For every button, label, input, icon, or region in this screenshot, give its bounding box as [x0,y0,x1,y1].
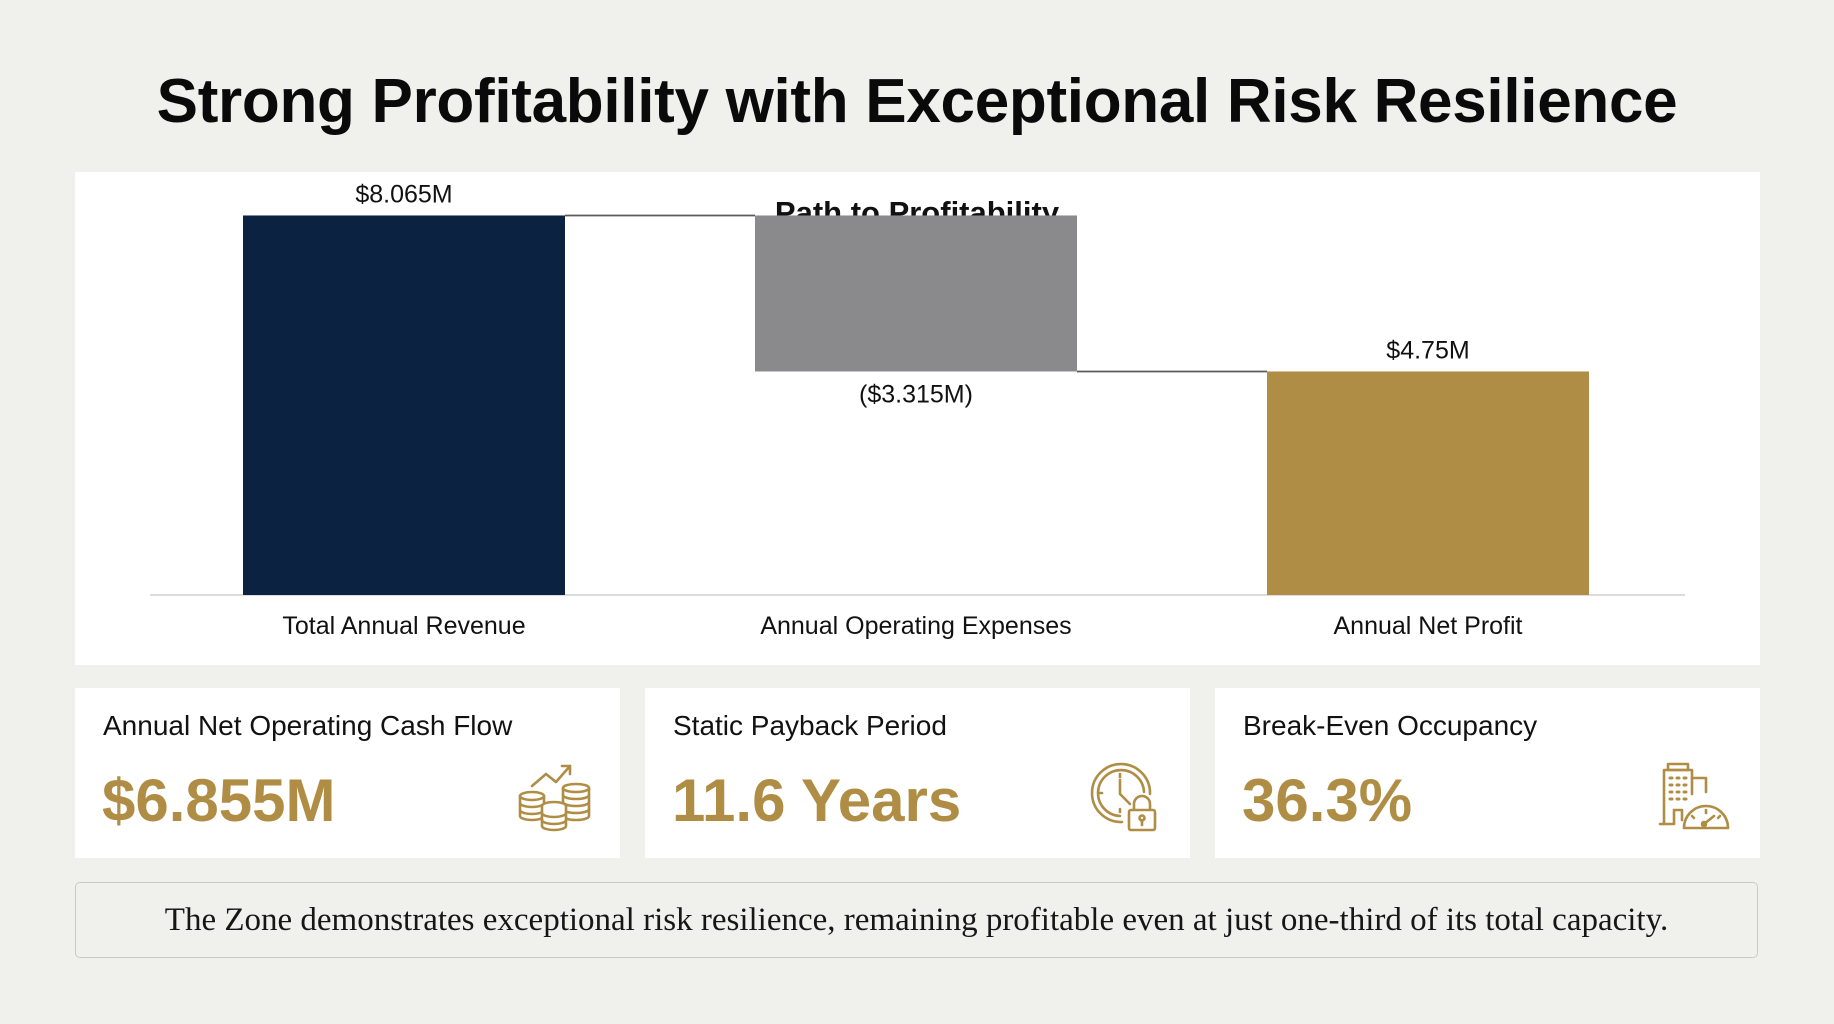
kpi-value: $6.855M [102,767,336,834]
data-label: $8.065M [355,180,452,208]
page-title: Strong Profitability with Exceptional Ri… [156,67,1678,136]
bar-annual-operating-expenses [755,215,1077,372]
kpi-value: 11.6 Years [672,767,962,834]
kpi-value: 36.3% [1242,767,1413,834]
kpi-card-payback: Static Payback Period 11.6 Years [645,688,1190,858]
category-label: Total Annual Revenue [282,612,525,640]
kpi-label: Break-Even Occupancy [1243,710,1538,741]
clock-lock-icon [1090,762,1157,832]
waterfall-chart-panel: Path to Profitability $8.065M ($3.315M) $4… [75,172,1760,665]
kpi-card-cash-flow: Annual Net Operating Cash Flow $6.855M [75,688,620,858]
building-gauge-icon [1658,762,1730,830]
kpi-label: Static Payback Period [673,710,947,741]
kpi-label: Annual Net Operating Cash Flow [103,710,513,741]
coins-growth-icon [518,764,591,832]
bar-annual-net-profit [1267,371,1589,595]
category-label: Annual Operating Expenses [760,612,1071,640]
bar-total-annual-revenue [243,215,565,595]
data-label: ($3.315M) [859,380,973,408]
waterfall-chart: Path to Profitability $8.065M($3.315M)$4… [150,180,1685,640]
category-label: Annual Net Profit [1334,612,1523,640]
summary-callout: The Zone demonstrates exceptional risk r… [75,882,1758,958]
data-label: $4.75M [1386,336,1469,364]
summary-text: The Zone demonstrates exceptional risk r… [164,901,1669,938]
kpi-card-break-even: Break-Even Occupancy 36.3% [1215,688,1760,858]
